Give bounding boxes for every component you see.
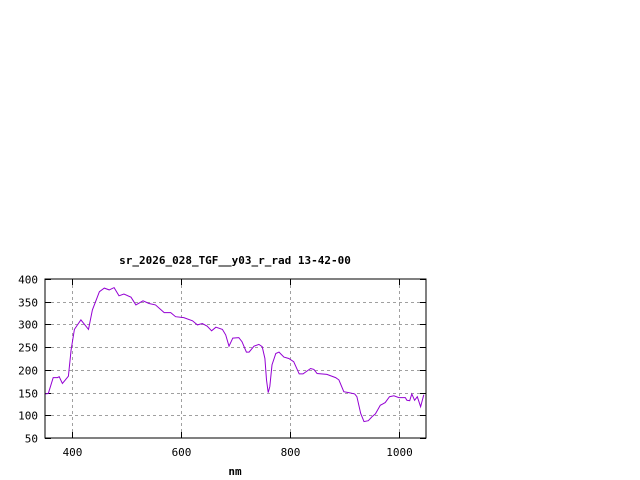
x-tick-label: 400 — [63, 446, 83, 459]
ticks: 50 100 150 200 250 300 350 400 400 600 800 1000 — [18, 274, 426, 459]
x-axis-label: nm — [228, 465, 242, 478]
series-line — [44, 286, 425, 423]
plot-frame — [44, 278, 427, 439]
y-tick-label: 300 — [18, 319, 38, 332]
y-tick-label: 200 — [18, 365, 38, 378]
chart-title: sr_2026_028_TGF__y03_r_rad 13-42-00 — [119, 254, 351, 267]
y-tick-label: 350 — [18, 297, 38, 310]
y-tick-label: 250 — [18, 342, 38, 355]
grid — [45, 279, 426, 438]
y-tick-label: 150 — [18, 388, 38, 401]
x-tick-label: 1000 — [386, 446, 413, 459]
y-tick-label: 400 — [18, 274, 38, 287]
x-tick-label: 800 — [281, 446, 301, 459]
y-tick-label: 100 — [18, 410, 38, 423]
y-tick-label: 50 — [25, 433, 38, 446]
x-tick-label: 600 — [172, 446, 192, 459]
